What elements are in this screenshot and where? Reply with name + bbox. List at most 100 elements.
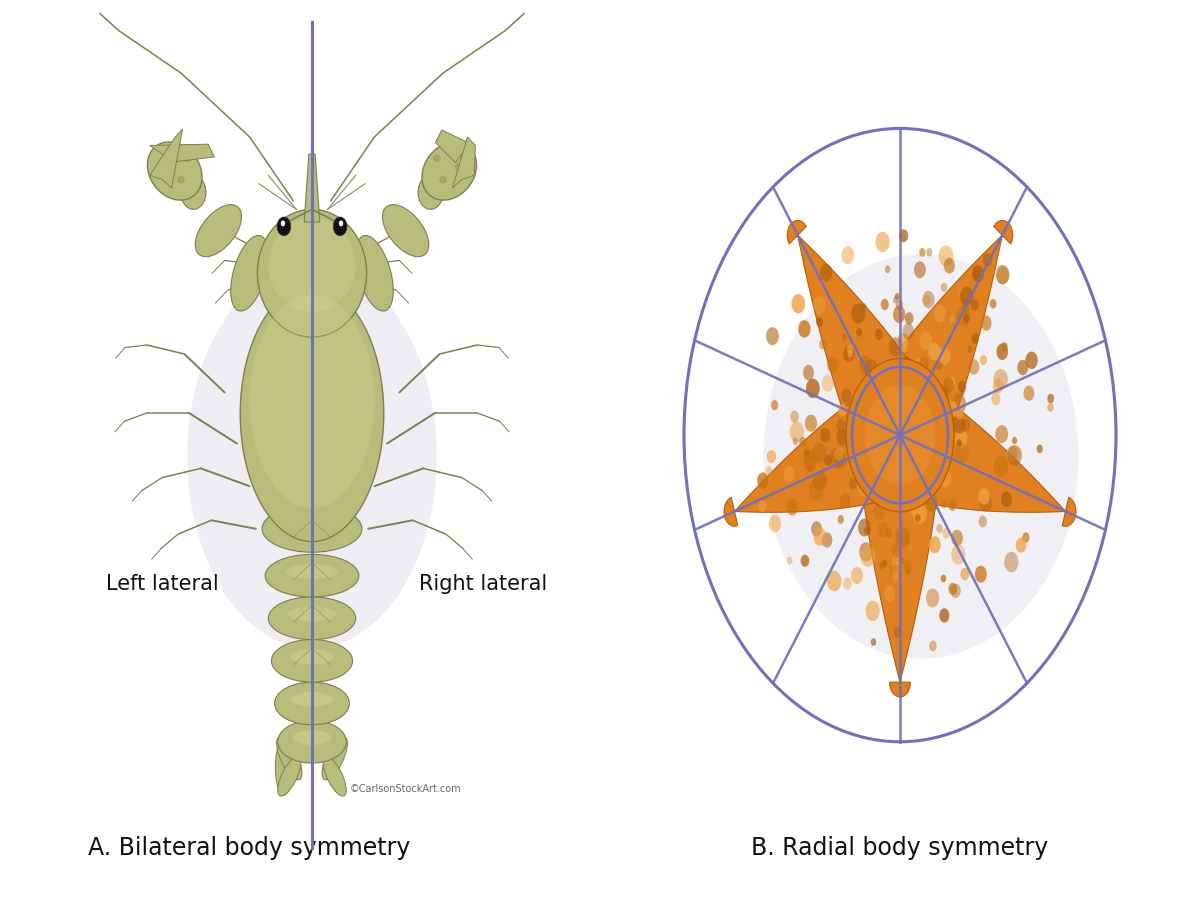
Circle shape bbox=[875, 329, 883, 340]
Circle shape bbox=[766, 327, 779, 345]
Circle shape bbox=[877, 396, 883, 404]
Circle shape bbox=[953, 416, 966, 434]
Polygon shape bbox=[858, 435, 942, 697]
Circle shape bbox=[900, 434, 906, 444]
Polygon shape bbox=[724, 378, 913, 527]
Ellipse shape bbox=[793, 481, 798, 485]
Circle shape bbox=[950, 583, 961, 598]
Ellipse shape bbox=[277, 757, 301, 796]
Circle shape bbox=[864, 527, 870, 535]
Circle shape bbox=[858, 416, 869, 432]
Circle shape bbox=[803, 365, 814, 380]
Ellipse shape bbox=[187, 265, 437, 649]
Circle shape bbox=[1025, 352, 1038, 369]
Circle shape bbox=[334, 217, 347, 235]
Circle shape bbox=[847, 345, 853, 354]
Circle shape bbox=[872, 503, 884, 519]
Circle shape bbox=[958, 381, 966, 393]
Circle shape bbox=[926, 399, 940, 419]
Circle shape bbox=[865, 601, 880, 621]
Circle shape bbox=[929, 473, 937, 484]
Circle shape bbox=[1018, 360, 1028, 376]
Ellipse shape bbox=[812, 471, 818, 477]
Circle shape bbox=[942, 528, 949, 539]
Circle shape bbox=[913, 504, 926, 524]
Ellipse shape bbox=[276, 736, 302, 780]
Ellipse shape bbox=[774, 491, 778, 494]
Ellipse shape bbox=[269, 597, 355, 639]
Ellipse shape bbox=[422, 142, 476, 201]
Ellipse shape bbox=[870, 442, 881, 452]
Circle shape bbox=[914, 465, 925, 480]
Circle shape bbox=[900, 447, 910, 460]
Ellipse shape bbox=[196, 204, 241, 256]
Circle shape bbox=[996, 344, 1008, 360]
Circle shape bbox=[869, 393, 876, 403]
Circle shape bbox=[848, 478, 857, 489]
Circle shape bbox=[938, 245, 953, 267]
Ellipse shape bbox=[822, 283, 824, 288]
Circle shape bbox=[972, 265, 984, 282]
Circle shape bbox=[908, 495, 923, 516]
Ellipse shape bbox=[898, 496, 902, 508]
Circle shape bbox=[806, 378, 820, 398]
Circle shape bbox=[851, 567, 863, 583]
Circle shape bbox=[871, 468, 884, 486]
Circle shape bbox=[899, 557, 905, 565]
Circle shape bbox=[918, 428, 929, 445]
Circle shape bbox=[893, 562, 904, 577]
Circle shape bbox=[1008, 445, 1022, 465]
Circle shape bbox=[899, 229, 908, 243]
Circle shape bbox=[895, 427, 908, 447]
Ellipse shape bbox=[284, 517, 340, 533]
Ellipse shape bbox=[924, 376, 931, 387]
Circle shape bbox=[871, 409, 881, 423]
Ellipse shape bbox=[250, 295, 374, 507]
Ellipse shape bbox=[455, 163, 462, 170]
Circle shape bbox=[917, 419, 923, 427]
Circle shape bbox=[900, 428, 908, 441]
Circle shape bbox=[929, 376, 935, 386]
Circle shape bbox=[880, 496, 884, 503]
Ellipse shape bbox=[275, 682, 349, 725]
Circle shape bbox=[844, 346, 854, 362]
Circle shape bbox=[952, 544, 966, 564]
Circle shape bbox=[938, 444, 947, 457]
Ellipse shape bbox=[961, 462, 968, 468]
Circle shape bbox=[916, 387, 924, 398]
Circle shape bbox=[904, 561, 912, 572]
Circle shape bbox=[911, 488, 923, 505]
Circle shape bbox=[277, 217, 290, 235]
Circle shape bbox=[914, 514, 920, 522]
Circle shape bbox=[858, 429, 872, 449]
Circle shape bbox=[758, 500, 767, 512]
Circle shape bbox=[895, 293, 900, 300]
Circle shape bbox=[941, 283, 947, 292]
Ellipse shape bbox=[162, 163, 169, 170]
Circle shape bbox=[920, 456, 928, 467]
Ellipse shape bbox=[265, 554, 359, 597]
Circle shape bbox=[886, 529, 893, 538]
Circle shape bbox=[890, 364, 905, 385]
Circle shape bbox=[769, 515, 781, 532]
Circle shape bbox=[911, 479, 923, 496]
Circle shape bbox=[905, 312, 913, 324]
Circle shape bbox=[894, 627, 901, 638]
Circle shape bbox=[892, 408, 902, 424]
Circle shape bbox=[790, 410, 799, 423]
Circle shape bbox=[936, 400, 949, 419]
Circle shape bbox=[854, 469, 864, 484]
Circle shape bbox=[1037, 444, 1043, 453]
Circle shape bbox=[847, 350, 853, 357]
Circle shape bbox=[840, 494, 850, 508]
Circle shape bbox=[836, 429, 848, 446]
Circle shape bbox=[898, 333, 908, 348]
Ellipse shape bbox=[976, 283, 978, 288]
Circle shape bbox=[994, 369, 1008, 389]
Circle shape bbox=[886, 457, 898, 474]
Polygon shape bbox=[150, 144, 215, 162]
Polygon shape bbox=[866, 221, 1013, 470]
Circle shape bbox=[829, 448, 845, 469]
Circle shape bbox=[820, 339, 827, 350]
Circle shape bbox=[893, 297, 898, 303]
